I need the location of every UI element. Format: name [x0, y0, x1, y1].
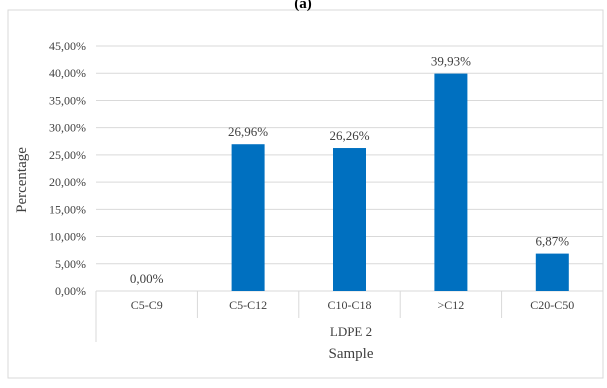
- y-tick-label: 15,00%: [49, 202, 86, 216]
- panel-label: (a): [294, 0, 312, 12]
- x-axis-categories: C5-C9 C5-C12 C10-C18 >C12 C20-C50: [95, 291, 604, 342]
- y-tick-label: 10,00%: [49, 230, 86, 244]
- y-axis-ticks: 0,00% 5,00% 10,00% 15,00% 20,00% 25,00% 30,00%…: [49, 39, 86, 298]
- bars: [231, 73, 569, 291]
- y-tick-label: 5,00%: [55, 257, 86, 271]
- y-tick-label: 35,00%: [49, 93, 86, 107]
- x-tick-label: >C12: [438, 298, 465, 312]
- data-label: 0,00%: [130, 271, 164, 286]
- data-label: 6,87%: [536, 234, 570, 249]
- x-tick-label: C20-C50: [530, 298, 574, 312]
- data-label: 26,96%: [228, 124, 268, 139]
- x-tick-label: C5-C9: [131, 298, 163, 312]
- data-label: 26,26%: [329, 128, 369, 143]
- chart-border: [7, 9, 604, 379]
- bar: [333, 148, 366, 291]
- x-axis-title: Sample: [329, 346, 374, 362]
- y-tick-label: 30,00%: [49, 121, 86, 135]
- x-tick-label: C5-C12: [229, 298, 267, 312]
- data-labels: 0,00% 26,96% 26,26% 39,93% 6,87%: [130, 54, 569, 286]
- y-tick-label: 20,00%: [49, 175, 86, 189]
- bar: [434, 73, 468, 291]
- x-tick-label: C10-C18: [327, 298, 371, 312]
- y-tick-label: 25,00%: [49, 148, 86, 162]
- y-tick-label: 0,00%: [55, 284, 86, 298]
- y-axis-title: Percentage: [14, 147, 30, 213]
- bar: [535, 253, 569, 291]
- data-label: 39,93%: [431, 54, 471, 69]
- y-tick-label: 45,00%: [49, 39, 86, 53]
- bar: [231, 144, 265, 291]
- y-tick-label: 40,00%: [49, 66, 86, 80]
- group-label: LDPE 2: [330, 324, 372, 339]
